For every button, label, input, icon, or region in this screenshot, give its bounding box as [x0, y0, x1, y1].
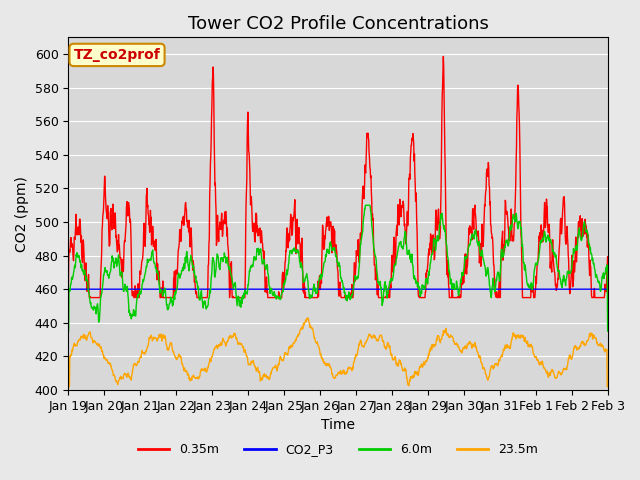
CO2_P3: [540, 286, 548, 292]
Text: TZ_co2prof: TZ_co2prof: [74, 48, 161, 62]
23.5m: [422, 358, 430, 363]
0.35m: [440, 54, 447, 60]
0.35m: [245, 148, 253, 154]
Line: 6.0m: 6.0m: [68, 205, 608, 331]
CO2_P3: [604, 286, 612, 292]
23.5m: [172, 353, 179, 359]
6.0m: [422, 279, 430, 285]
23.5m: [245, 362, 253, 368]
Y-axis label: CO2 (ppm): CO2 (ppm): [15, 176, 29, 252]
CO2_P3: [172, 286, 179, 292]
6.0m: [540, 229, 548, 235]
6.0m: [245, 277, 253, 283]
0.35m: [184, 223, 192, 228]
CO2_P3: [245, 286, 253, 292]
X-axis label: Time: Time: [321, 418, 355, 432]
6.0m: [604, 328, 612, 334]
23.5m: [493, 360, 500, 366]
Line: 0.35m: 0.35m: [68, 57, 608, 298]
23.5m: [604, 384, 612, 389]
CO2_P3: [184, 286, 192, 292]
Line: 23.5m: 23.5m: [68, 318, 608, 386]
CO2_P3: [422, 286, 429, 292]
0.35m: [65, 295, 72, 300]
0.35m: [422, 289, 429, 295]
0.35m: [172, 278, 179, 284]
Legend: 0.35m, CO2_P3, 6.0m, 23.5m: 0.35m, CO2_P3, 6.0m, 23.5m: [133, 438, 543, 461]
Title: Tower CO2 Profile Concentrations: Tower CO2 Profile Concentrations: [188, 15, 488, 33]
6.0m: [172, 289, 179, 295]
6.0m: [65, 328, 72, 334]
23.5m: [304, 315, 312, 321]
6.0m: [184, 263, 192, 268]
CO2_P3: [492, 286, 500, 292]
0.35m: [540, 209, 548, 215]
23.5m: [540, 365, 548, 371]
23.5m: [184, 372, 192, 378]
0.35m: [604, 295, 612, 300]
0.35m: [493, 289, 500, 295]
23.5m: [65, 384, 72, 389]
CO2_P3: [65, 286, 72, 292]
6.0m: [493, 278, 500, 284]
6.0m: [362, 203, 369, 208]
